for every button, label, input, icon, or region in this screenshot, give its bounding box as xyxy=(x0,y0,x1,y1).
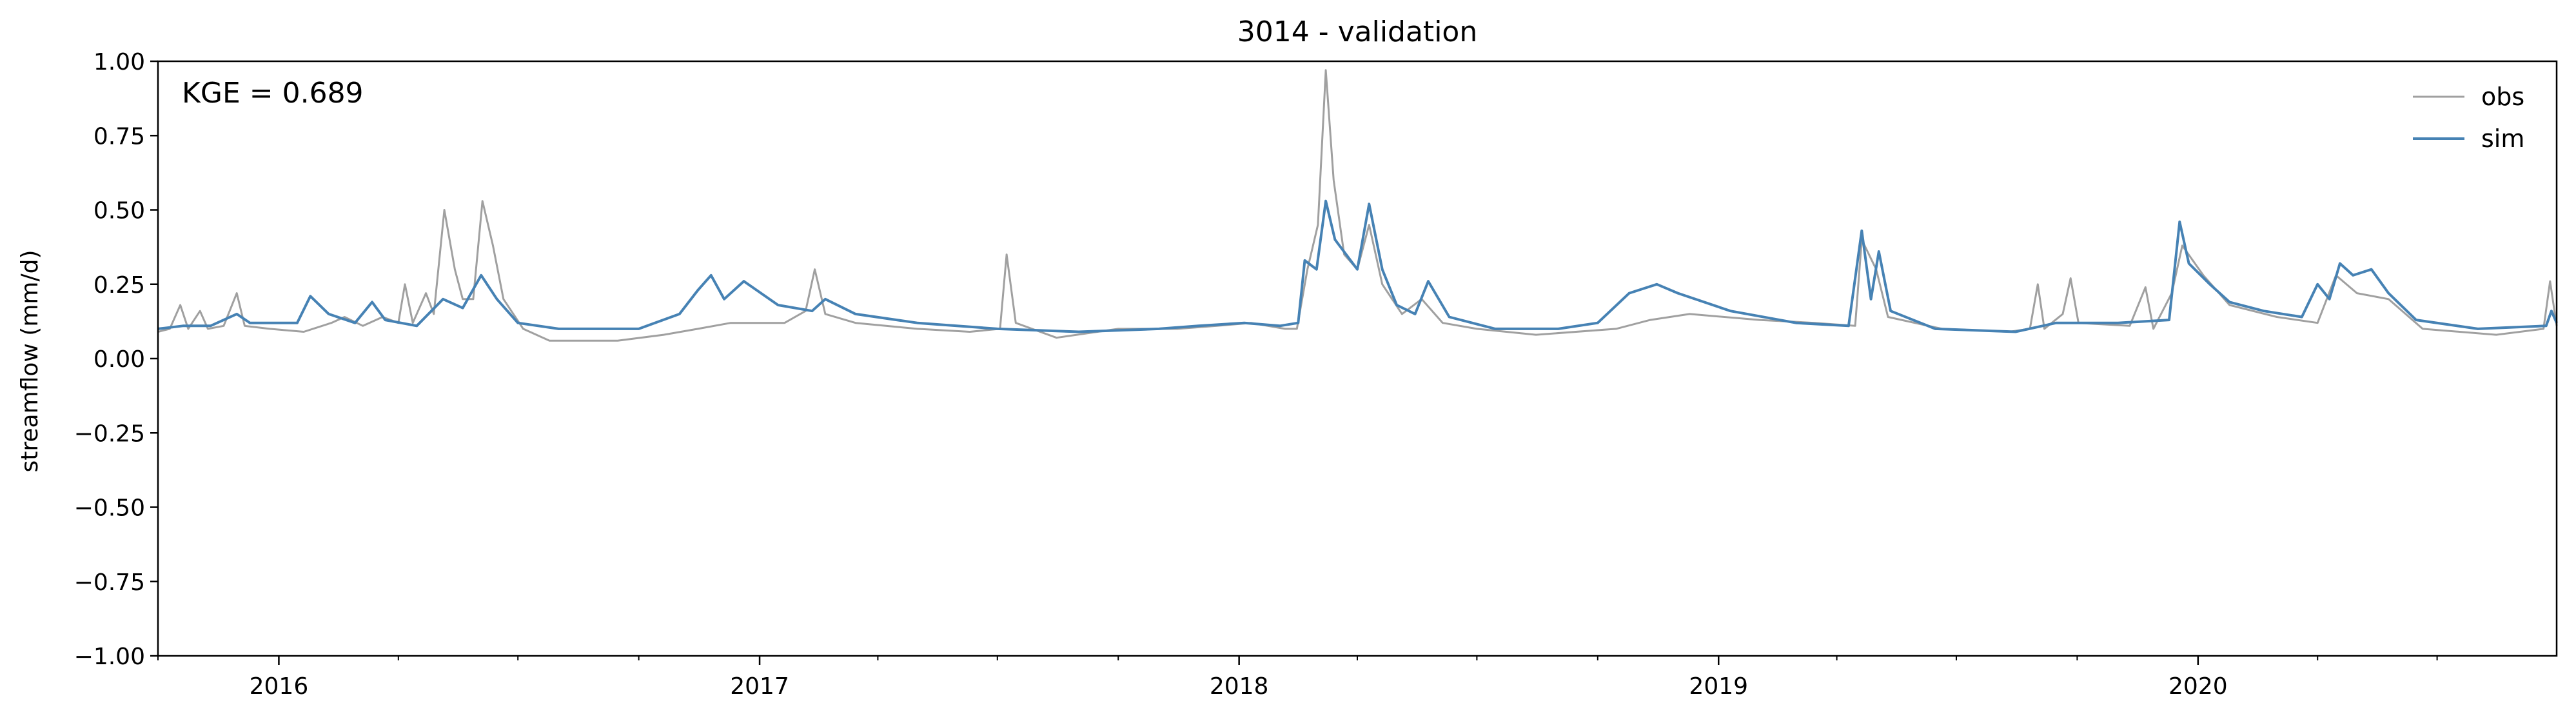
legend-label-sim: sim xyxy=(2481,124,2524,153)
x-tick-label: 2016 xyxy=(250,673,309,700)
plot-frame xyxy=(157,60,2558,657)
y-tick-label: 0.50 xyxy=(93,198,145,224)
plot-area xyxy=(157,60,2558,657)
y-tick-label: 1.00 xyxy=(93,49,145,75)
series-line-sim xyxy=(157,199,2558,333)
y-tick-label: −0.50 xyxy=(74,495,145,522)
legend-label-obs: obs xyxy=(2481,83,2524,111)
y-axis-label: streamflow (mm/d) xyxy=(17,250,43,473)
x-tick-label: 2019 xyxy=(1689,673,1748,700)
x-tick-label: 2017 xyxy=(730,673,789,700)
y-tick-label: −0.75 xyxy=(74,569,145,596)
chart-title: 3014 - validation xyxy=(1237,15,1477,48)
x-tick-label: 2018 xyxy=(1210,673,1269,700)
series-line-obs xyxy=(157,69,2558,342)
y-tick-label: −1.00 xyxy=(74,644,145,670)
kge-annotation: KGE = 0.689 xyxy=(182,77,364,110)
y-axis: −1.00 −0.75 −0.50 −0.25 0.00 0.25 0.50 0.75 1.00 xyxy=(74,49,158,670)
y-tick-label: 0.25 xyxy=(93,272,145,299)
x-axis: 2016 2017 2018 2019 2020 xyxy=(157,656,2438,700)
y-tick-label: −0.25 xyxy=(74,420,145,447)
legend: obs sim xyxy=(2413,83,2524,153)
y-tick-label: 0.75 xyxy=(93,123,145,150)
y-tick-label: 0.00 xyxy=(93,346,145,373)
series-layer xyxy=(157,69,2558,342)
x-tick-label: 2020 xyxy=(2168,673,2228,700)
